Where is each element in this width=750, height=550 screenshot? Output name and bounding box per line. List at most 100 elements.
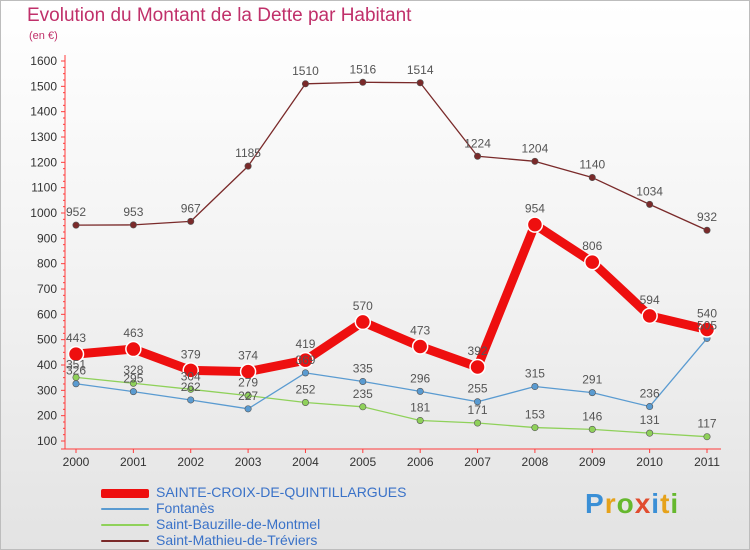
series-line — [75, 337, 708, 410]
data-point — [584, 253, 601, 271]
data-point — [129, 379, 137, 387]
x-tick-label: 2007 — [464, 455, 491, 469]
data-label: 326 — [66, 364, 86, 378]
data-label: 262 — [181, 380, 201, 394]
data-label: 374 — [238, 349, 258, 363]
data-label: 131 — [640, 413, 660, 427]
data-label: 1034 — [636, 184, 663, 198]
data-point — [301, 398, 309, 406]
data-point — [125, 340, 142, 358]
y-tick-label: 1300 — [30, 130, 57, 144]
legend-swatch — [101, 488, 149, 498]
y-tick-label: 1200 — [30, 155, 57, 169]
data-label: 952 — [66, 205, 86, 219]
data-label: 279 — [238, 376, 258, 390]
data-point — [469, 358, 486, 376]
data-label: 296 — [410, 371, 430, 385]
legend-label: SAINTE-CROIX-DE-QUINTILLARGUES — [156, 484, 407, 500]
y-tick-label: 700 — [37, 282, 57, 296]
data-point — [416, 416, 424, 424]
data-label: 153 — [525, 408, 545, 422]
data-label: 1510 — [292, 64, 319, 78]
data-label: 252 — [295, 382, 315, 396]
data-point — [182, 362, 199, 379]
chart-title: Evolution du Montant de la Dette par Hab… — [27, 5, 412, 26]
data-point — [239, 363, 257, 380]
data-label: 291 — [582, 373, 602, 387]
data-point — [531, 383, 539, 391]
data-point — [531, 424, 539, 432]
x-tick-label: 2002 — [177, 455, 204, 469]
data-label: 295 — [123, 372, 143, 386]
line-chart: 100 200 300 400 500 600 700 800 900 1000 1100 1200 1… — [30, 54, 721, 469]
data-label: 505 — [697, 318, 717, 332]
x-tick-label: 2001 — [120, 455, 147, 469]
data-point — [72, 380, 80, 388]
data-label: 1185 — [235, 146, 261, 160]
logo-letter: i — [651, 488, 661, 519]
y-tick-label: 300 — [37, 383, 57, 397]
x-tick-label: 2006 — [407, 455, 434, 469]
data-label: 443 — [66, 331, 86, 345]
proxiti-logo: Proxiti — [585, 488, 679, 520]
y-tick-label: 1600 — [30, 54, 57, 68]
x-tick-label: 2003 — [235, 455, 262, 469]
data-label: 1140 — [579, 158, 605, 172]
data-point — [129, 388, 137, 396]
data-point — [187, 217, 195, 225]
y-tick-label: 400 — [37, 358, 57, 372]
logo-letter: x — [634, 488, 652, 519]
data-point — [359, 403, 367, 411]
series-layer — [67, 78, 716, 441]
data-point — [416, 387, 424, 395]
data-point — [698, 321, 716, 338]
data-label: 369 — [295, 353, 315, 367]
data-label: 1516 — [349, 62, 376, 76]
legend-label: Saint-Mathieu-de-Tréviers — [156, 532, 318, 548]
x-tick-label: 2004 — [292, 455, 319, 469]
data-point — [703, 226, 711, 234]
data-point — [301, 80, 309, 88]
data-point — [301, 369, 309, 377]
data-label: 1224 — [464, 136, 491, 150]
data-label: 351 — [66, 357, 86, 371]
data-label: 255 — [468, 382, 488, 396]
data-label: 236 — [640, 387, 660, 401]
data-label: 594 — [640, 293, 660, 307]
series-line — [71, 220, 712, 377]
data-point — [244, 162, 252, 170]
data-point — [646, 429, 654, 437]
x-tick-label: 2008 — [522, 455, 549, 469]
data-label: 570 — [353, 299, 373, 313]
data-label: 967 — [181, 201, 201, 215]
y-tick-label: 1500 — [30, 79, 57, 93]
data-point — [703, 433, 711, 441]
data-point — [72, 221, 80, 229]
legend-label: Saint-Bauzille-de-Montmel — [156, 516, 321, 532]
data-label: 227 — [238, 389, 258, 403]
data-point — [646, 200, 654, 208]
y-tick-label: 900 — [37, 231, 57, 245]
data-label: 235 — [353, 387, 373, 401]
data-point — [67, 345, 85, 363]
data-label: 328 — [123, 363, 143, 377]
data-point — [646, 403, 654, 411]
data-label: 146 — [582, 409, 602, 423]
legend-swatch — [101, 524, 149, 526]
y-tick-label: 1100 — [31, 181, 57, 195]
data-point — [359, 377, 367, 385]
series-line — [75, 376, 708, 438]
logo-letter: r — [604, 488, 617, 519]
data-point — [354, 313, 372, 331]
data-label: 335 — [353, 361, 373, 375]
data-label: 1204 — [522, 141, 549, 155]
data-label: 806 — [582, 239, 602, 253]
data-label: 932 — [697, 210, 717, 224]
data-point — [187, 385, 195, 393]
data-labels-layer: 952 953 967 1185 1510 1516 1514 1224 1204 1140 103… — [66, 62, 717, 430]
data-label: 181 — [410, 400, 430, 414]
data-label: 171 — [468, 403, 488, 417]
y-tick-label: 600 — [37, 307, 57, 321]
data-point — [129, 221, 137, 229]
data-label: 953 — [123, 205, 143, 219]
